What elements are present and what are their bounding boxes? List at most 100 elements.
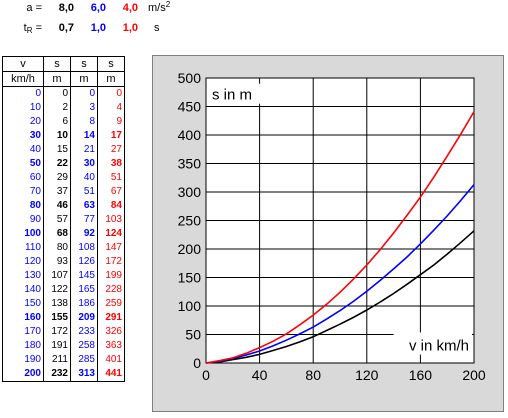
- cell-distance: 21: [70, 143, 98, 157]
- header-s-black: s: [43, 56, 71, 72]
- table-row: 140 122 165 228: [2, 283, 125, 297]
- cell-speed: 80: [2, 199, 44, 213]
- cell-distance: 6: [43, 115, 71, 129]
- cell-distance: 155: [43, 311, 71, 325]
- cell-speed: 180: [2, 339, 44, 353]
- table-body: 0 0 0 0 10 2 3 4 20 6 8 9 30 10 14 17 40 15 21 27 50 22 30 38 60…: [2, 86, 125, 382]
- cell-distance: 3: [70, 101, 98, 115]
- cell-distance: 145: [70, 269, 98, 283]
- cell-distance: 0: [97, 86, 125, 101]
- distance-chart: 0 50 100 150 200 250 300 350 400 450 500 0 40 80 120 16…: [178, 70, 486, 383]
- y-tick-label: 50: [185, 327, 201, 343]
- x-tick-label: 80: [305, 367, 321, 383]
- cell-distance: 285: [70, 353, 98, 367]
- cell-distance: 191: [43, 339, 71, 353]
- cell-distance: 9: [97, 115, 125, 129]
- cell-distance: 401: [97, 353, 125, 367]
- cell-distance: 326: [97, 325, 125, 339]
- cell-speed: 130: [2, 269, 44, 283]
- table-row: 200 232 313 441: [2, 367, 125, 382]
- reaction-time-value-blue: 1,0: [90, 22, 106, 34]
- cell-distance: 186: [70, 297, 98, 311]
- cell-distance: 122: [43, 283, 71, 297]
- table-row: 160 155 209 291: [2, 311, 125, 325]
- table-row: 10 2 3 4: [2, 101, 125, 115]
- cell-distance: 0: [70, 86, 98, 101]
- table-row: 180 191 258 363: [2, 339, 125, 353]
- y-tick-label: 350: [178, 156, 202, 172]
- cell-distance: 92: [70, 227, 98, 241]
- series-line-0: [205, 230, 475, 364]
- cell-speed: 60: [2, 171, 44, 185]
- cell-speed: 160: [2, 311, 44, 325]
- cell-speed: 10: [2, 101, 44, 115]
- table-row: 20 6 8 9: [2, 115, 125, 129]
- cell-distance: 108: [70, 241, 98, 255]
- cell-distance: 126: [70, 255, 98, 269]
- reaction-time-value-black: 0,7: [58, 22, 74, 34]
- cell-distance: 199: [97, 269, 125, 283]
- series-line-1: [205, 184, 475, 364]
- y-tick-label: 300: [178, 184, 202, 200]
- cell-distance: 68: [43, 227, 71, 241]
- acceleration-label: a =: [26, 2, 42, 14]
- cell-distance: 147: [97, 241, 125, 255]
- table-row: 30 10 14 17: [2, 129, 125, 143]
- reaction-time-unit: s: [154, 22, 160, 34]
- cell-distance: 57: [43, 213, 71, 227]
- cell-distance: 138: [43, 297, 71, 311]
- y-tick-label: 250: [178, 213, 202, 229]
- table-row: 170 172 233 326: [2, 325, 125, 339]
- cell-distance: 232: [43, 367, 71, 382]
- cell-distance: 22: [43, 157, 71, 171]
- cell-distance: 172: [43, 325, 71, 339]
- cell-distance: 209: [70, 311, 98, 325]
- table-row: 190 211 285 401: [2, 353, 125, 367]
- y-tick-label: 450: [178, 99, 202, 115]
- unit-s-blue: m: [70, 71, 98, 87]
- table-unit-row: km/h m m m: [2, 71, 125, 87]
- cell-distance: 313: [70, 367, 98, 382]
- cell-distance: 77: [70, 213, 98, 227]
- distance-table: v s s s km/h m m m 0 0 0 0 10 2 3 4 20 6 8 9 30 10 14 1…: [2, 56, 125, 382]
- series-line-2: [205, 111, 475, 364]
- table-row: 60 29 40 51: [2, 171, 125, 185]
- x-tick-label: 0: [202, 367, 210, 383]
- cell-speed: 190: [2, 353, 44, 367]
- cell-distance: 441: [97, 367, 125, 382]
- x-tick-label: 160: [409, 367, 433, 383]
- cell-distance: 8: [70, 115, 98, 129]
- cell-speed: 20: [2, 115, 44, 129]
- y-axis-label: s in m: [212, 87, 252, 104]
- acceleration-value-blue: 6,0: [90, 2, 106, 14]
- cell-distance: 40: [70, 171, 98, 185]
- x-tick-label: 120: [355, 367, 379, 383]
- cell-distance: 10: [43, 129, 71, 143]
- xlabel-box: [393, 332, 472, 355]
- header-s-red: s: [97, 56, 125, 72]
- acceleration-value-black: 8,0: [58, 2, 74, 14]
- cell-speed: 30: [2, 129, 44, 143]
- cell-distance: 17: [97, 129, 125, 143]
- ylabel-box: [208, 83, 262, 104]
- cell-distance: 211: [43, 353, 71, 367]
- cell-distance: 233: [70, 325, 98, 339]
- unit-v: km/h: [2, 71, 44, 87]
- unit-s-black: m: [43, 71, 71, 87]
- cell-distance: 51: [97, 171, 125, 185]
- cell-distance: 2: [43, 101, 71, 115]
- cell-distance: 51: [70, 185, 98, 199]
- cell-speed: 110: [2, 241, 44, 255]
- table-row: 150 138 186 259: [2, 297, 125, 311]
- x-tick-label: 200: [462, 367, 486, 383]
- cell-distance: 80: [43, 241, 71, 255]
- y-tick-label: 400: [178, 127, 202, 143]
- acceleration-unit: m/s2: [148, 0, 171, 15]
- cell-speed: 70: [2, 185, 44, 199]
- cell-speed: 50: [2, 157, 44, 171]
- chart-panel: 0 50 100 150 200 250 300 350 400 450 500 0 40 80 120 16…: [152, 55, 504, 412]
- cell-distance: 259: [97, 297, 125, 311]
- cell-distance: 63: [70, 199, 98, 213]
- y-tick-label: 200: [178, 241, 202, 257]
